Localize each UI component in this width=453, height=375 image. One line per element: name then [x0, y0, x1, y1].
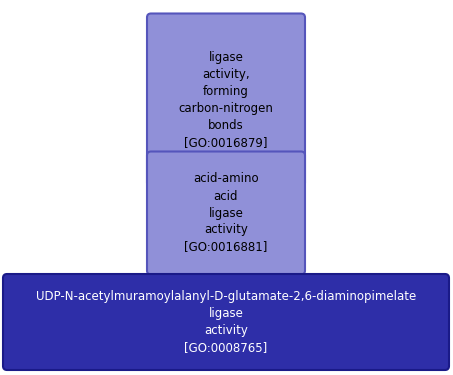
FancyBboxPatch shape [147, 13, 305, 186]
Text: UDP-N-acetylmuramoylalanyl-D-glutamate-2,6-diaminopimelate
ligase
activity
[GO:0: UDP-N-acetylmuramoylalanyl-D-glutamate-2… [36, 290, 416, 354]
Text: acid-amino
acid
ligase
activity
[GO:0016881]: acid-amino acid ligase activity [GO:0016… [184, 172, 268, 254]
FancyBboxPatch shape [147, 152, 305, 274]
FancyBboxPatch shape [3, 274, 449, 370]
Text: ligase
activity,
forming
carbon-nitrogen
bonds
[GO:0016879]: ligase activity, forming carbon-nitrogen… [178, 51, 274, 149]
